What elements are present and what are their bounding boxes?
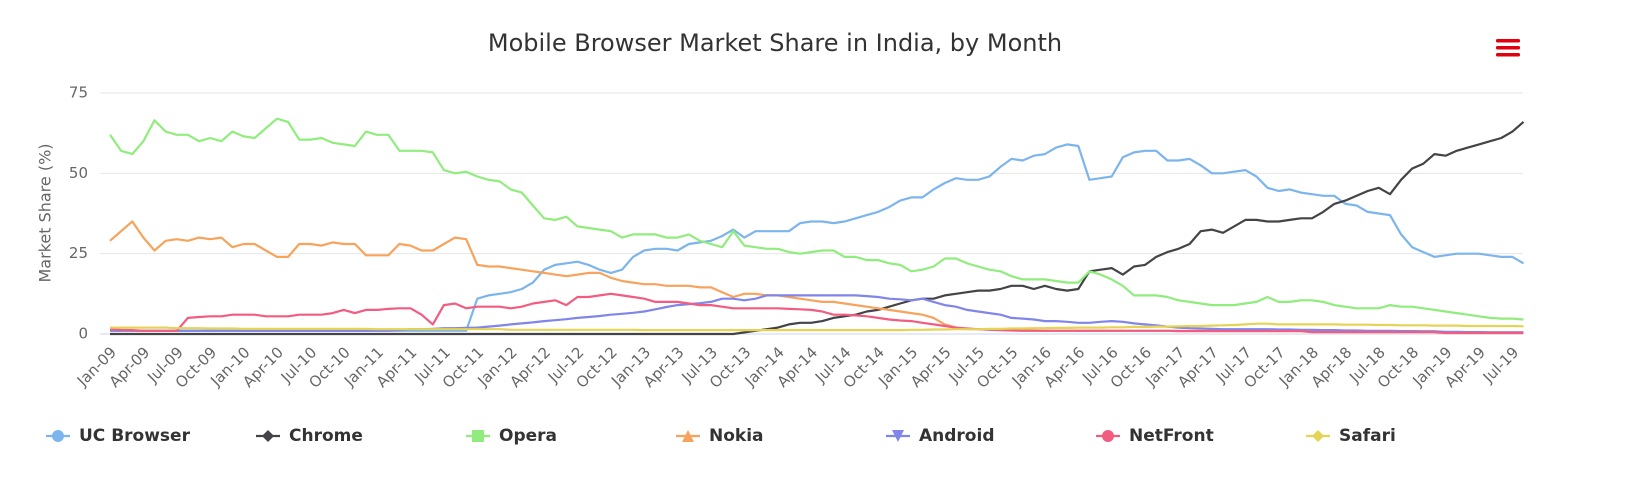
series-line [109, 117, 1524, 321]
y-tick-label: 0 [78, 325, 88, 343]
legend-marker [262, 430, 274, 442]
legend-label: UC Browser [79, 426, 191, 446]
legend-label: Opera [499, 426, 557, 446]
y-tick-label: 75 [69, 84, 88, 102]
legend-marker [52, 430, 64, 442]
legend-label: Chrome [289, 426, 363, 446]
y-axis-label: Market Share (%) [36, 143, 55, 282]
legend-label: Android [919, 426, 995, 446]
legend-marker [472, 430, 484, 442]
y-tick-label: 25 [69, 244, 88, 262]
x-tick-label: Jul-19 [1479, 343, 1523, 387]
y-tick-label: 50 [69, 164, 88, 182]
legend-label: Safari [1339, 426, 1396, 446]
series-line [110, 121, 1525, 336]
chart-title: Mobile Browser Market Share in India, by… [488, 29, 1062, 57]
series-line [110, 294, 1524, 334]
legend-marker [1312, 430, 1324, 442]
legend-label: Nokia [709, 426, 764, 446]
menu-bar [1496, 46, 1520, 50]
legend-label: NetFront [1129, 426, 1214, 446]
menu-bar [1496, 39, 1520, 43]
legend-marker [1102, 430, 1114, 442]
menu-bar [1496, 53, 1520, 57]
menu-button[interactable] [1496, 39, 1520, 57]
series-line [110, 322, 1524, 332]
series-line [110, 143, 1525, 332]
legend-marker [682, 430, 694, 442]
legend-marker [892, 430, 904, 442]
series-line [109, 220, 1524, 334]
series-line [109, 292, 1524, 335]
